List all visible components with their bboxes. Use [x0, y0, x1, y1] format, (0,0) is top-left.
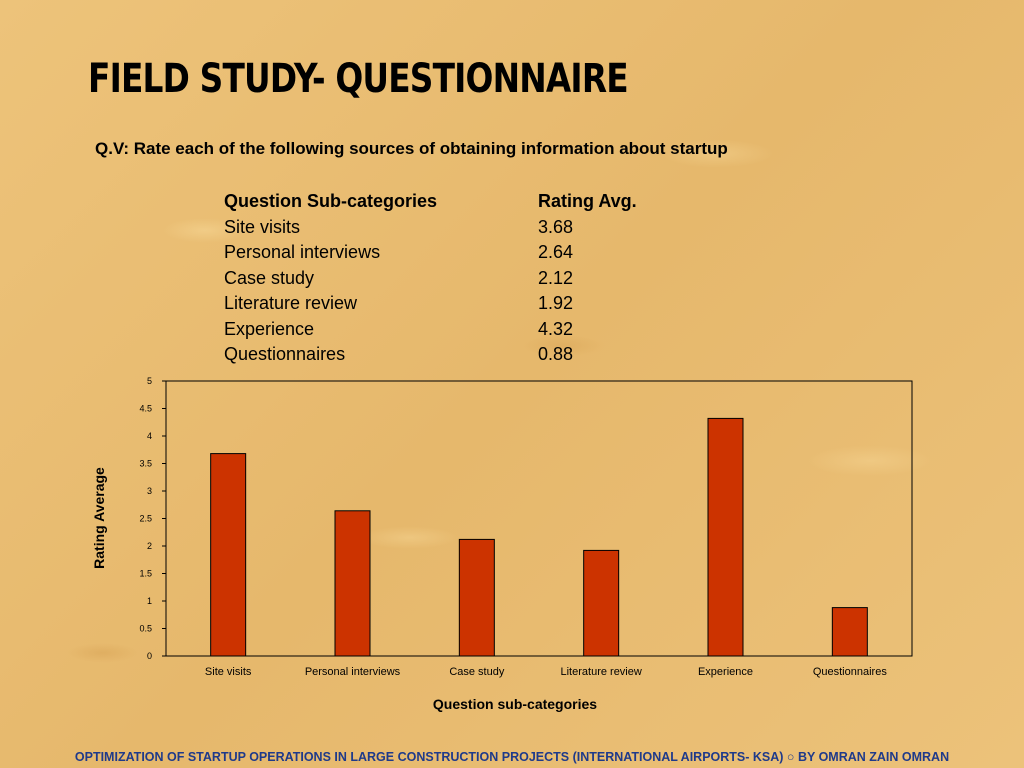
row-label: Literature review: [224, 293, 358, 313]
table-row: Literature review 1.92: [224, 291, 637, 317]
table-row: Site visits 3.68: [224, 215, 637, 241]
y-axis-label: Rating Average: [91, 467, 107, 569]
row-label: Personal interviews: [224, 242, 381, 262]
question-text: Q.V: Rate each of the following sources …: [95, 139, 728, 158]
table-row: Questionnaires 0.88: [224, 342, 637, 368]
bar-questionnaires: [831, 607, 868, 657]
table-header-row: Question Sub-categories Rating Avg.: [224, 189, 637, 215]
y-tick-label: 3: [147, 486, 152, 496]
slide-title: FIELD STUDY- QUESTIONNAIRE: [88, 56, 629, 102]
bar-site-visits: [210, 453, 247, 657]
x-tick-label: Case study: [449, 666, 505, 678]
row-value: 1.92: [538, 293, 574, 313]
x-tick-label: Questionnaires: [813, 666, 887, 678]
row-label: Questionnaires: [224, 344, 346, 364]
x-tick-label: Site visits: [205, 666, 252, 678]
y-tick-label: 5: [147, 376, 152, 386]
header-rating: Rating Avg.: [538, 191, 637, 211]
table-row: Personal interviews 2.64: [224, 240, 637, 266]
y-tick-label: 2: [147, 541, 152, 551]
y-axis: 0 0.5 1 1.5 2 2.5 3 3.5 4 4.5 5: [139, 376, 166, 661]
footer-credit: OPTIMIZATION OF STARTUP OPERATIONS IN LA…: [74, 750, 950, 764]
x-axis: Site visits Personal interviews Case study…: [205, 666, 887, 678]
row-label: Site visits: [224, 216, 301, 237]
bar-experience: [707, 417, 744, 657]
header-subcategory: Question Sub-categories: [224, 191, 438, 211]
row-value: 0.88: [538, 344, 574, 364]
row-value: 2.12: [538, 267, 574, 288]
table-row: Experience 4.32: [224, 317, 637, 343]
y-tick-label: 0.5: [139, 624, 152, 634]
x-tick-label: Personal interviews: [305, 666, 401, 678]
y-tick-label: 3.5: [139, 459, 152, 469]
x-tick-label: Literature review: [561, 666, 642, 678]
x-tick-label: Experience: [698, 666, 753, 678]
y-tick-label: 4.5: [139, 404, 152, 414]
row-value: 2.64: [538, 242, 574, 262]
bar-case-study: [458, 538, 495, 657]
y-tick-label: 4: [147, 431, 152, 441]
row-label: Case study: [224, 267, 315, 288]
y-tick-label: 1.5: [139, 569, 152, 579]
ratings-table: Question Sub-categories Rating Avg. Site…: [224, 189, 637, 368]
table-row: Case study 2.12: [224, 266, 637, 292]
row-value: 4.32: [538, 318, 574, 339]
bars: [210, 417, 868, 657]
plot-area: [165, 380, 913, 657]
y-tick-label: 1: [147, 596, 152, 606]
bar-personal-interviews: [334, 510, 371, 657]
y-tick-label: 0: [147, 651, 152, 661]
x-axis-label: Question sub-categories: [433, 696, 597, 712]
bar-literature-review: [583, 549, 620, 657]
y-tick-label: 2.5: [139, 514, 152, 524]
row-value: 3.68: [538, 216, 574, 237]
row-label: Experience: [224, 318, 315, 339]
